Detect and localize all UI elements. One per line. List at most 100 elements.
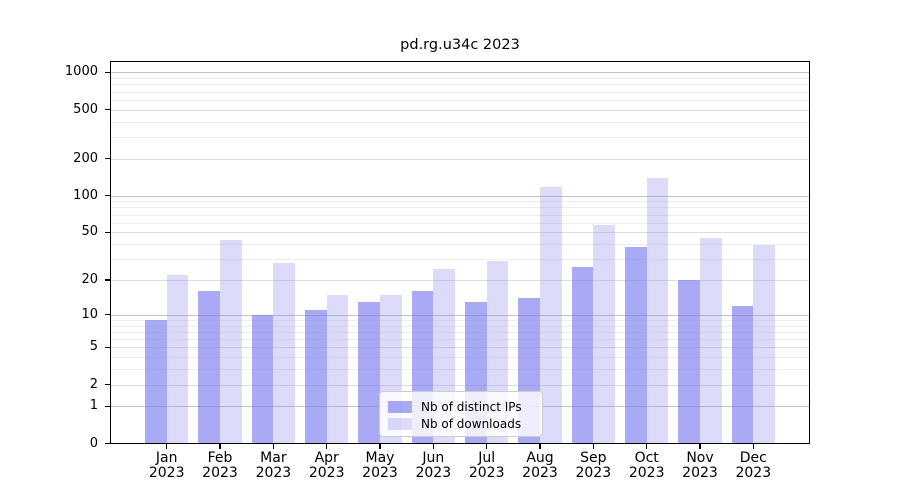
y-tick-mark bbox=[104, 231, 111, 233]
x-tick-label: Dec 2023 bbox=[735, 449, 772, 481]
y-tick-label: 1000 bbox=[64, 64, 98, 80]
bar-downloads-dec bbox=[753, 245, 775, 444]
y-tick-label: 100 bbox=[73, 187, 98, 203]
legend-label-distinct-ips: Nb of distinct IPs bbox=[421, 399, 522, 414]
bar-distinct-ips-feb bbox=[198, 291, 220, 444]
y-tick-label: 50 bbox=[81, 224, 98, 240]
x-tick-mark bbox=[432, 444, 434, 449]
legend-entry-downloads: Nb of downloads bbox=[388, 415, 534, 432]
gridline-minor bbox=[110, 244, 810, 245]
bar-distinct-ips-jan bbox=[145, 319, 167, 444]
gridline-labeled-minor bbox=[110, 232, 810, 234]
x-tick-label: Feb 2023 bbox=[202, 449, 238, 481]
legend: Nb of distinct IPs Nb of downloads bbox=[379, 391, 543, 437]
gridline-minor bbox=[110, 339, 810, 340]
bar-distinct-ips-sep bbox=[571, 266, 594, 444]
x-tick-mark bbox=[379, 444, 381, 449]
x-tick-mark bbox=[486, 444, 488, 449]
bar-downloads-apr bbox=[326, 294, 349, 444]
gridline-minor bbox=[110, 91, 810, 93]
legend-swatch-distinct-ips bbox=[388, 400, 412, 413]
x-tick-label: Aug 2023 bbox=[522, 449, 558, 481]
bar-downloads-mar bbox=[273, 262, 295, 444]
x-tick-label: Jan 2023 bbox=[148, 449, 185, 481]
x-tick-mark bbox=[646, 444, 648, 449]
bar-distinct-ips-oct bbox=[625, 246, 647, 444]
gridline-major bbox=[110, 314, 810, 316]
bar-downloads-sep bbox=[593, 225, 615, 444]
x-tick-label: Nov 2023 bbox=[682, 449, 718, 481]
x-tick-mark bbox=[699, 444, 701, 449]
x-tick-mark bbox=[166, 444, 168, 449]
gridline-minor bbox=[110, 201, 810, 203]
y-tick-label: 200 bbox=[73, 150, 98, 166]
gridline-minor bbox=[110, 222, 810, 224]
y-tick-mark bbox=[104, 442, 111, 445]
gridline-minor bbox=[110, 214, 810, 216]
gridline-minor bbox=[110, 259, 810, 260]
gridline-minor bbox=[110, 121, 810, 123]
gridline-minor bbox=[110, 84, 810, 86]
gridline-minor bbox=[110, 207, 810, 209]
x-tick-mark bbox=[752, 444, 754, 449]
bar-downloads-jan bbox=[166, 275, 189, 444]
gridline-minor bbox=[110, 99, 810, 101]
x-tick-mark bbox=[592, 444, 594, 449]
y-tick-mark bbox=[104, 383, 111, 386]
x-tick-label: Sep 2023 bbox=[575, 449, 612, 481]
gridline-labeled-minor bbox=[110, 158, 810, 160]
y-tick-mark bbox=[104, 279, 111, 281]
chart-title: pd.rg.u34c 2023 bbox=[400, 37, 520, 53]
gridline-minor bbox=[110, 369, 810, 370]
x-tick-label: Jun 2023 bbox=[415, 449, 452, 481]
gridline-labeled-minor bbox=[110, 280, 810, 281]
bar-downloads-nov bbox=[700, 237, 722, 444]
y-tick-label: 2 bbox=[89, 376, 98, 392]
y-tick-mark bbox=[104, 195, 111, 197]
x-tick-label: May 2023 bbox=[362, 449, 398, 481]
legend-entry-distinct-ips: Nb of distinct IPs bbox=[388, 398, 534, 415]
plot-area bbox=[110, 62, 810, 444]
legend-swatch-downloads bbox=[388, 417, 412, 430]
y-tick-label: 10 bbox=[81, 306, 98, 322]
gridline-labeled-minor bbox=[110, 347, 810, 349]
y-tick-label: 5 bbox=[89, 339, 98, 355]
gridline-minor bbox=[110, 357, 810, 358]
y-tick-mark bbox=[104, 314, 111, 316]
gridline-minor bbox=[110, 136, 810, 138]
x-tick-mark bbox=[219, 444, 221, 449]
y-tick-mark bbox=[104, 71, 111, 73]
bar-distinct-ips-apr bbox=[305, 310, 327, 444]
gridline-minor bbox=[110, 331, 810, 333]
gridline-major bbox=[110, 195, 810, 197]
y-tick-label: 1 bbox=[89, 398, 98, 414]
gridline-major bbox=[110, 72, 810, 74]
x-tick-mark bbox=[539, 444, 541, 449]
bar-distinct-ips-mar bbox=[251, 314, 274, 444]
bar-downloads-oct bbox=[646, 178, 669, 444]
legend-label-downloads: Nb of downloads bbox=[421, 416, 522, 431]
gridline-minor bbox=[110, 78, 810, 79]
y-tick-mark bbox=[104, 109, 111, 111]
bar-downloads-feb bbox=[220, 240, 242, 444]
y-tick-mark bbox=[104, 405, 111, 407]
bar-distinct-ips-nov bbox=[678, 280, 700, 444]
gridline-minor bbox=[110, 325, 810, 327]
gridline-labeled-minor bbox=[110, 384, 810, 386]
x-tick-mark bbox=[272, 444, 274, 449]
y-tick-label: 500 bbox=[73, 101, 98, 117]
bar-distinct-ips-may bbox=[358, 301, 380, 444]
y-tick-mark bbox=[104, 158, 111, 160]
x-tick-label: Jul 2023 bbox=[468, 449, 505, 481]
gridline-labeled-minor bbox=[110, 109, 810, 111]
x-tick-label: Oct 2023 bbox=[628, 449, 665, 481]
y-tick-mark bbox=[104, 346, 111, 348]
bar-distinct-ips-dec bbox=[731, 305, 754, 444]
gridline-minor bbox=[110, 319, 810, 321]
x-tick-label: Mar 2023 bbox=[255, 449, 292, 481]
y-tick-label: 0 bbox=[89, 435, 98, 451]
bar-downloads-aug bbox=[540, 187, 562, 444]
y-tick-label: 20 bbox=[81, 272, 98, 287]
x-tick-label: Apr 2023 bbox=[308, 449, 345, 481]
